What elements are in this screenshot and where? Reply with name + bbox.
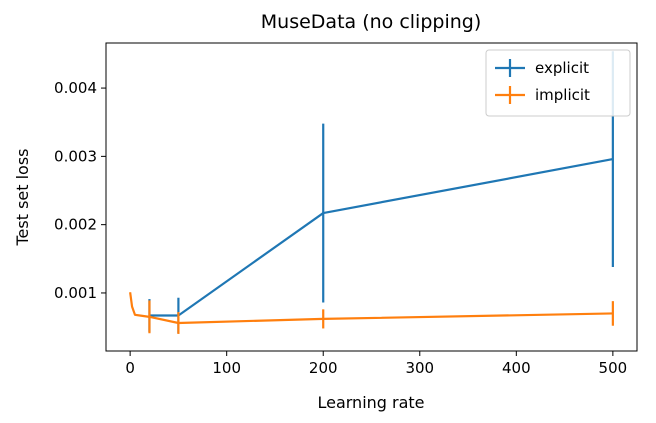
legend: explicit implicit — [485, 49, 631, 117]
y-tick-label: 0.002 — [54, 216, 97, 234]
series-implicit — [129, 292, 614, 334]
legend-item-implicit: implicit — [495, 86, 590, 104]
y-axis-label: Test set loss — [13, 148, 32, 246]
plot-frame — [105, 42, 638, 352]
x-tick-label: 100 — [212, 359, 241, 377]
chart-title: MuseData (no clipping) — [261, 11, 481, 33]
x-tick-label: 0 — [125, 359, 135, 377]
x-tick-label: 200 — [309, 359, 338, 377]
legend-item-explicit: explicit — [495, 59, 589, 77]
x-tick-label: 300 — [405, 359, 434, 377]
series-line-explicit — [149, 158, 614, 317]
y-tick-label: 0.003 — [54, 147, 97, 165]
legend-label: implicit — [535, 86, 590, 104]
plot-area — [129, 51, 614, 334]
legend-box — [485, 49, 631, 117]
series-line-implicit — [129, 292, 613, 325]
legend-label: explicit — [535, 59, 589, 77]
x-axis-label: Learning rate — [317, 393, 424, 412]
series-layer — [129, 51, 614, 334]
x-tick-label: 400 — [502, 359, 531, 377]
y-axis: 0.001 0.002 0.003 0.004 — [54, 79, 106, 302]
y-tick-label: 0.001 — [54, 284, 97, 302]
x-tick-label: 500 — [599, 359, 628, 377]
x-axis: 0 100 200 300 400 500 — [125, 351, 627, 377]
y-tick-label: 0.004 — [54, 79, 97, 97]
